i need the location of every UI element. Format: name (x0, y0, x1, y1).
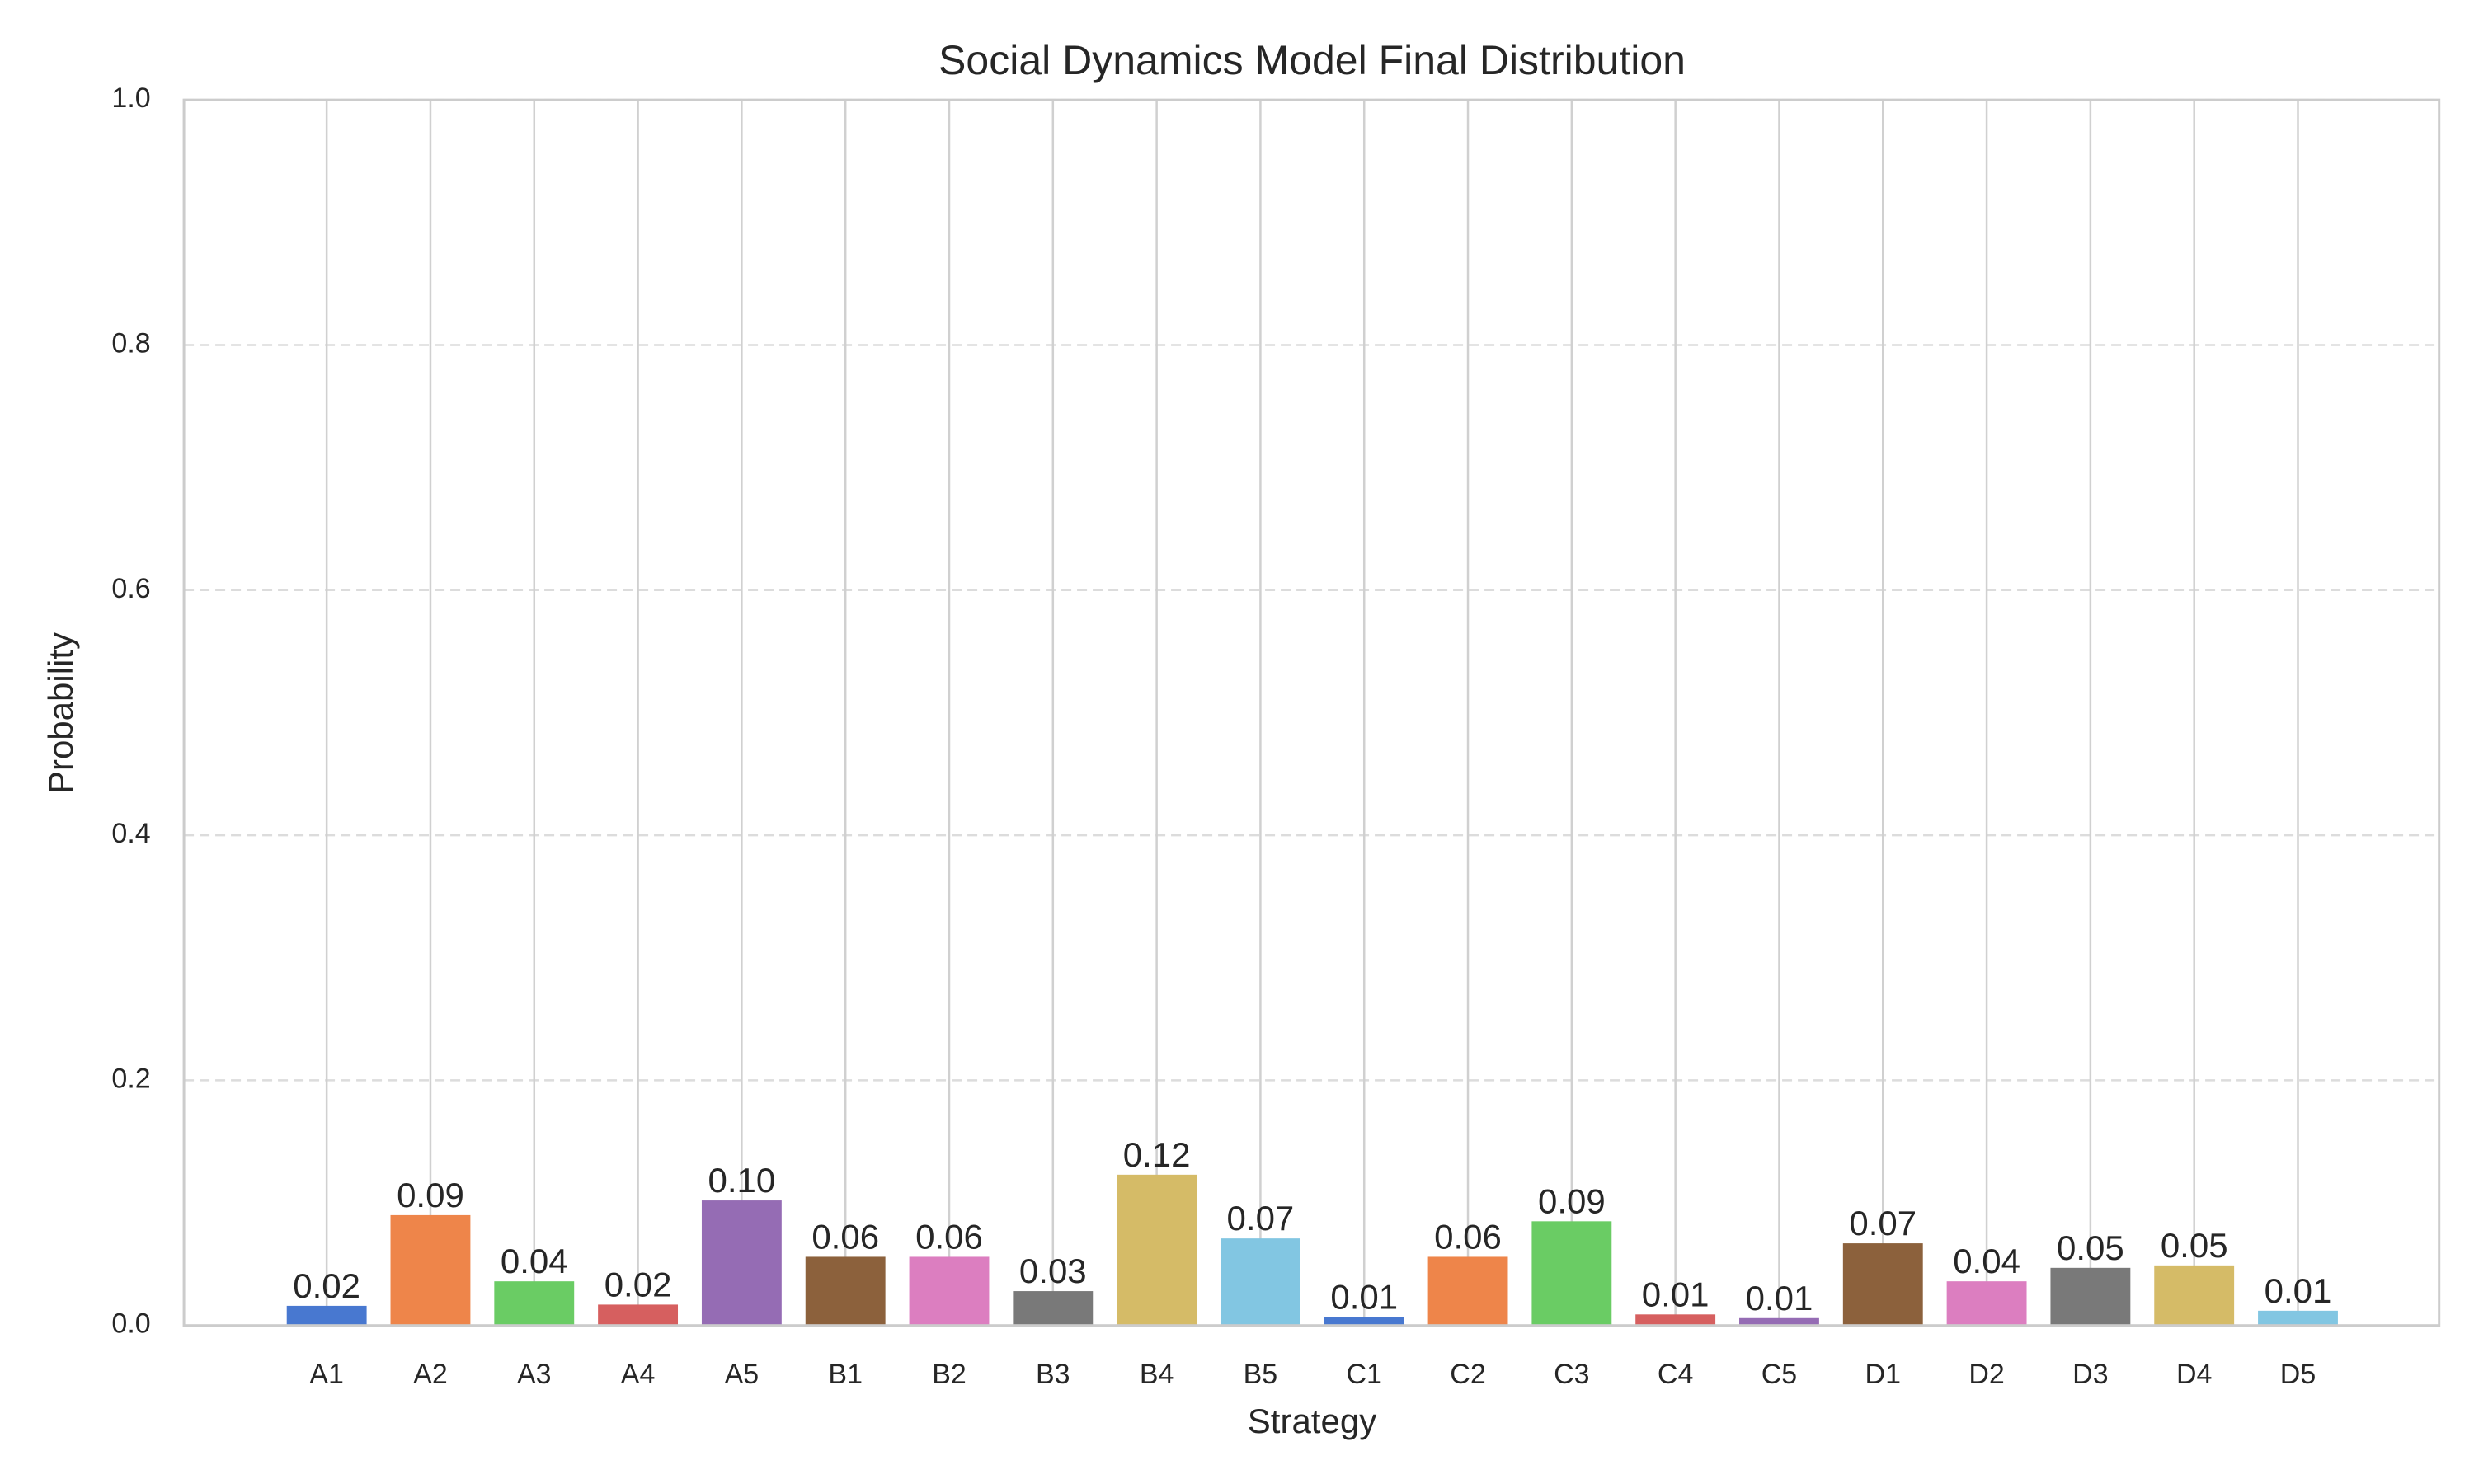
y-tick-label: 1.0 (111, 82, 150, 114)
bar (1117, 1174, 1197, 1326)
bar (701, 1200, 782, 1326)
value-label: 0.07 (1849, 1204, 1917, 1242)
x-tick-label: B5 (1244, 1359, 1278, 1390)
x-tick-label: A3 (517, 1359, 552, 1390)
bar (2258, 1310, 2338, 1326)
x-tick-label: D4 (2176, 1359, 2212, 1390)
value-label: 0.09 (397, 1176, 464, 1214)
value-label: 0.09 (1538, 1181, 1606, 1220)
plot-frame (182, 98, 2441, 1327)
value-label: 0.12 (1123, 1135, 1191, 1174)
value-label: 0.07 (1227, 1199, 1295, 1237)
value-label: 0.01 (1330, 1277, 1398, 1316)
value-label: 0.04 (1953, 1242, 2020, 1280)
value-label: 0.10 (708, 1161, 776, 1200)
x-tick-label: A5 (725, 1359, 760, 1390)
value-label: 0.04 (501, 1242, 568, 1280)
value-label: 0.06 (811, 1217, 879, 1256)
bar (1013, 1291, 1094, 1326)
y-tick-label: 0.6 (111, 573, 150, 604)
bar (1739, 1317, 1819, 1326)
x-tick-label: A1 (309, 1359, 344, 1390)
value-label: 0.01 (1642, 1275, 1710, 1313)
bar (390, 1214, 471, 1326)
chart-title: Social Dynamics Model Final Distribution (938, 37, 1686, 83)
x-tick-label: D5 (2280, 1359, 2316, 1390)
bar (1531, 1221, 1612, 1326)
bar (494, 1281, 575, 1326)
x-tick-label: C4 (1658, 1359, 1693, 1390)
bar (805, 1256, 886, 1326)
bar (1842, 1243, 1923, 1326)
value-label: 0.06 (1434, 1217, 1502, 1256)
y-tick-label: 0.0 (111, 1308, 150, 1340)
x-tick-label: B4 (1140, 1359, 1174, 1390)
x-tick-label: C2 (1450, 1359, 1485, 1390)
bar (2050, 1267, 2131, 1326)
y-tick-label: 0.4 (111, 818, 150, 849)
bar (1220, 1238, 1300, 1326)
x-tick-label: C5 (1761, 1359, 1797, 1390)
value-label: 0.05 (2161, 1226, 2228, 1265)
x-axis-label: Strategy (1248, 1402, 1376, 1440)
x-tick-label: C1 (1346, 1359, 1381, 1390)
value-label: 0.01 (2265, 1271, 2332, 1310)
x-tick-label: A4 (621, 1359, 656, 1390)
y-tick-label: 0.2 (111, 1063, 150, 1094)
value-label: 0.02 (604, 1265, 672, 1303)
y-tick-label: 0.8 (111, 327, 150, 359)
bar (1635, 1314, 1716, 1326)
x-tick-label: D3 (2072, 1359, 2108, 1390)
bar (1427, 1256, 1508, 1326)
value-label: 0.05 (2057, 1228, 2124, 1267)
bar (286, 1305, 367, 1326)
bar (2154, 1265, 2235, 1326)
x-tick-label: A2 (413, 1359, 448, 1390)
bar (1946, 1281, 2027, 1326)
y-axis-label: Probability (41, 632, 80, 794)
value-label: 0.02 (293, 1266, 360, 1305)
bar (1324, 1317, 1404, 1326)
bar (598, 1304, 679, 1326)
value-label: 0.03 (1019, 1252, 1087, 1290)
x-tick-label: C3 (1554, 1359, 1589, 1390)
value-label: 0.01 (1746, 1279, 1813, 1317)
x-tick-label: D1 (1865, 1359, 1901, 1390)
x-tick-label: B3 (1036, 1359, 1070, 1390)
value-label: 0.06 (915, 1217, 983, 1256)
x-tick-label: B2 (932, 1359, 967, 1390)
x-tick-label: B1 (828, 1359, 863, 1390)
x-tick-label: D2 (1968, 1359, 2004, 1390)
bar (909, 1256, 990, 1326)
